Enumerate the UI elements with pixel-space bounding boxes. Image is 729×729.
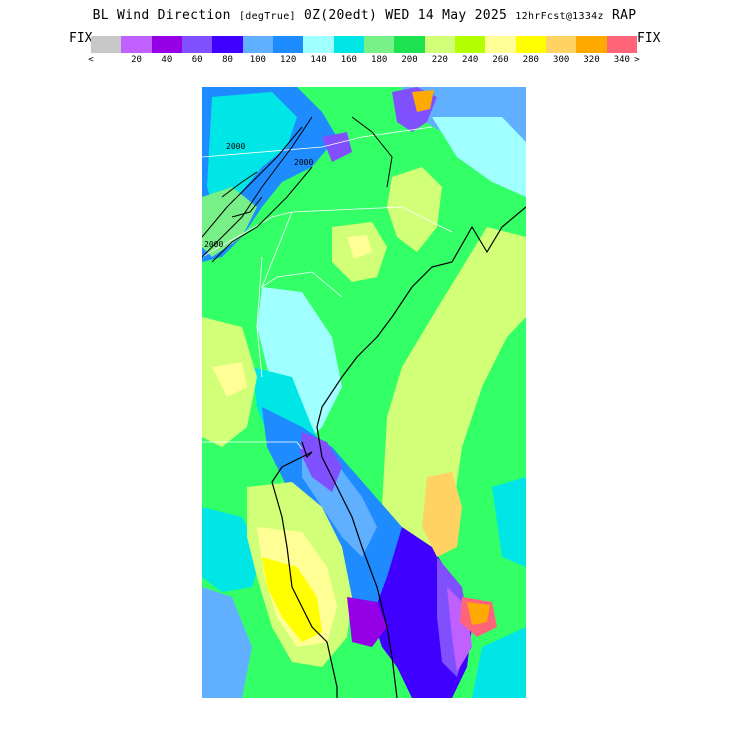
tick-label: 180 [371,55,388,65]
region-palecyan-ne [432,117,526,197]
region-yellow-florida [262,557,322,642]
tick-label: 320 [583,55,600,65]
region-yellowgreen-north [387,167,442,252]
tick-label: 160 [340,55,357,65]
tick-label: 140 [310,55,327,65]
state-borders [202,126,453,450]
tick-label: 340 [613,55,630,65]
region-lightgreen-nw [202,187,257,257]
tick-label: 60 [191,55,203,65]
wind-direction-map: 2000 2000 2000 [202,87,526,698]
color-swatch [485,36,516,53]
contours [202,116,393,263]
title-model: RAP [611,8,637,23]
region-tan-east [422,472,462,557]
color-swatch [333,36,364,53]
title-forecast: 12hrFcst@1334z [515,11,604,22]
color-swatch [151,36,182,53]
tick-label: 280 [522,55,539,65]
region-cyan-east [492,477,526,567]
tick-label: 260 [492,55,509,65]
tick-label: 300 [553,55,570,65]
region-paleyellow-center [347,235,372,259]
page-title: BL Wind Direction [degTrue] 0Z(20edt) WE… [0,8,729,23]
color-swatch [272,36,304,53]
color-swatch [424,36,455,53]
region-palecyan-coast [257,287,342,447]
tick-label: 80 [222,55,233,65]
tick-label: 240 [462,55,479,65]
contour-label-2: 2000 [294,158,313,167]
color-swatch [394,36,425,53]
color-scale-bar [91,36,637,53]
legend-fix-right: FIX [637,31,661,46]
tick-label: 220 [431,55,448,65]
tick-label: 40 [161,55,173,65]
color-swatch [242,36,273,53]
region-yellowgreen-east [382,227,526,557]
tick-label: 200 [401,55,418,65]
region-lightblue-sw [202,587,252,698]
color-scale-ticks: <20 40 60 80 100 120 140 160 180 200 220 240 260 280 3… [88,55,640,67]
region-violet-south [347,597,387,647]
color-swatch [91,36,122,53]
coastline [271,206,526,698]
color-swatch [515,36,546,53]
legend-fix-left: FIX [69,31,93,46]
tick-low-marker: < [88,55,94,65]
color-swatch [363,36,395,53]
title-valid: 0Z(20edt) WED 14 May 2025 [303,8,508,23]
color-swatch [576,36,607,53]
color-swatch [454,36,486,53]
tick-high-marker: > [634,55,640,65]
color-swatch [545,36,577,53]
tick-label: 100 [249,55,266,65]
color-swatch [212,36,243,53]
region-orange-top [412,90,434,112]
contour-label-1: 2000 [226,142,245,151]
region-purple-small [322,132,352,162]
contour-label-3: 2000 [204,240,223,249]
region-cyan-se [472,627,526,698]
map-canvas: 2000 2000 2000 [202,87,526,698]
region-orange-east [467,602,490,625]
tick-label: 20 [131,55,142,65]
tick-label: 120 [280,55,297,65]
color-swatch [606,36,637,53]
region-paleyellow-west [212,362,247,397]
color-swatch [303,36,334,53]
color-swatch [121,36,152,53]
title-units: [degTrue] [238,11,296,22]
title-field: BL Wind Direction [92,8,231,23]
color-swatch [181,36,213,53]
region-cyan-nw [207,92,297,217]
